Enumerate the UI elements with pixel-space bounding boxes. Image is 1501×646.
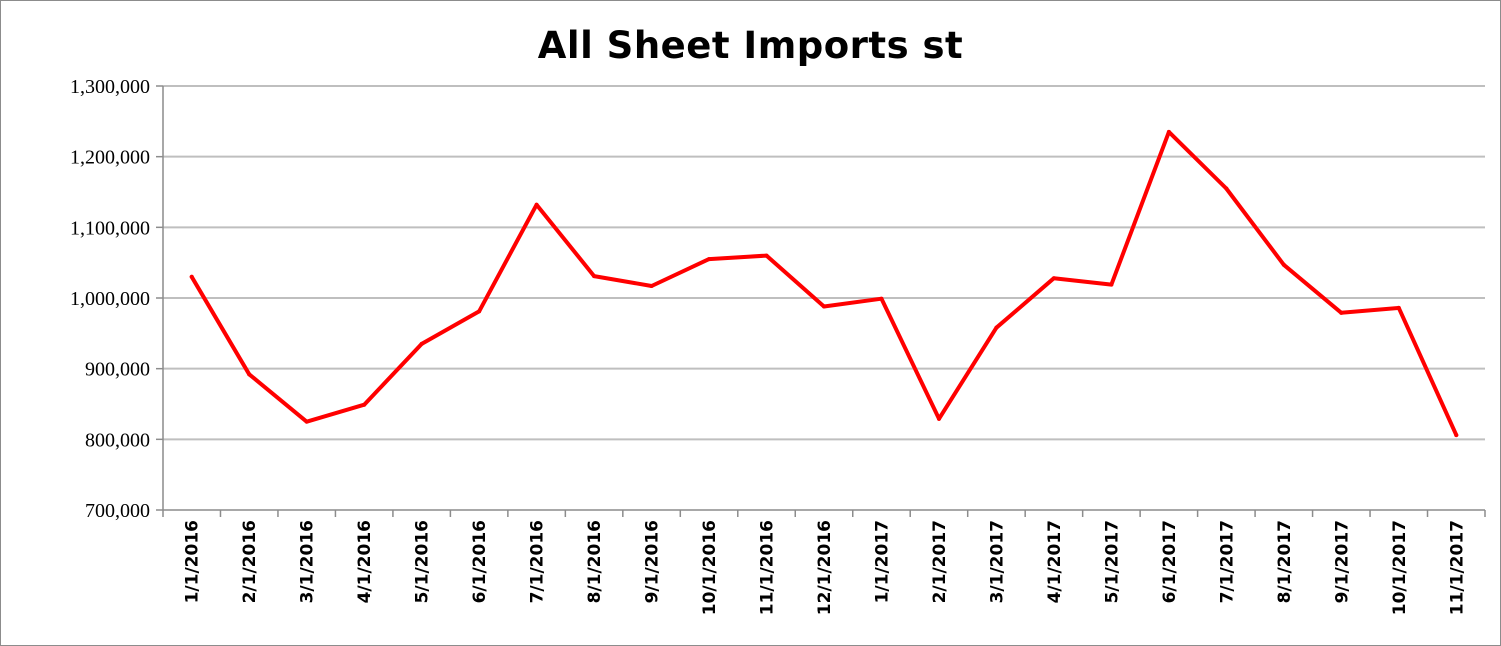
y-tick-label: 700,000: [85, 500, 150, 522]
x-tick-label: 3/1/2017: [987, 520, 1007, 603]
series-layer: [189, 129, 1459, 438]
data-point: [1109, 282, 1114, 287]
data-point: [936, 416, 941, 421]
data-point: [994, 325, 999, 330]
data-point: [1396, 305, 1401, 310]
data-point: [362, 402, 367, 407]
x-tick-label: 10/1/2017: [1390, 520, 1410, 615]
x-tick-label: 9/1/2016: [643, 520, 663, 603]
data-point: [477, 309, 482, 314]
x-tick-label: 5/1/2016: [413, 520, 433, 603]
y-tick-label: 900,000: [85, 359, 150, 381]
series-line: [189, 129, 1459, 438]
x-tick-label: 5/1/2017: [1102, 520, 1122, 603]
x-tick-label: 6/1/2016: [470, 520, 490, 603]
y-tick-label: 800,000: [85, 429, 150, 451]
y-tick-label: 1,200,000: [70, 147, 150, 169]
x-tick-label: 8/1/2017: [1275, 520, 1295, 603]
data-point: [304, 419, 309, 424]
data-point: [247, 372, 252, 377]
y-tick-label: 1,000,000: [70, 288, 150, 310]
x-tick-label: 9/1/2017: [1332, 520, 1352, 603]
data-point: [1454, 433, 1459, 438]
x-tick-label: 2/1/2017: [930, 520, 950, 603]
y-axis-tick-labels: 700,000 800,000 900,000 1,000,000 1,100,000 1…: [70, 76, 150, 522]
x-tick-label: 6/1/2017: [1160, 520, 1180, 603]
x-axis-tick-labels: 1/1/2016 2/1/2016 3/1/2016 4/1/2016 5/1/2016…: [183, 520, 1468, 615]
y-tick-label: 1,100,000: [70, 217, 150, 239]
data-point: [1339, 310, 1344, 315]
x-tick-label: 11/1/2016: [758, 520, 778, 615]
x-tick-label: 7/1/2016: [528, 520, 548, 603]
y-tick-label: 1,300,000: [70, 76, 150, 98]
axis-layer: [156, 85, 1486, 517]
data-point: [592, 274, 597, 279]
x-tick-label: 11/1/2017: [1447, 520, 1467, 615]
x-tick-label: 2/1/2016: [240, 520, 260, 603]
data-point: [534, 202, 539, 207]
x-tick-label: 1/1/2016: [183, 520, 203, 603]
data-point: [1051, 276, 1056, 281]
x-tick-label: 1/1/2017: [872, 520, 892, 603]
data-point: [822, 304, 826, 309]
x-tick-label: 12/1/2016: [815, 520, 835, 615]
data-point: [707, 257, 712, 262]
data-point: [1166, 129, 1171, 134]
x-tick-label: 3/1/2016: [298, 520, 318, 603]
data-point: [879, 296, 884, 301]
grid-layer: [163, 85, 1485, 441]
x-tick-label: 4/1/2017: [1045, 520, 1065, 603]
x-tick-label: 8/1/2016: [585, 520, 605, 603]
data-point: [1281, 262, 1286, 267]
x-tick-label: 4/1/2016: [355, 520, 375, 603]
x-tick-label: 10/1/2016: [700, 520, 720, 615]
x-tick-label: 7/1/2017: [1217, 520, 1237, 603]
data-point: [189, 274, 194, 279]
data-point: [764, 253, 769, 258]
data-point: [1224, 186, 1229, 191]
data-point: [419, 341, 424, 346]
data-point: [649, 283, 654, 288]
chart-title: All Sheet Imports st: [537, 24, 964, 67]
